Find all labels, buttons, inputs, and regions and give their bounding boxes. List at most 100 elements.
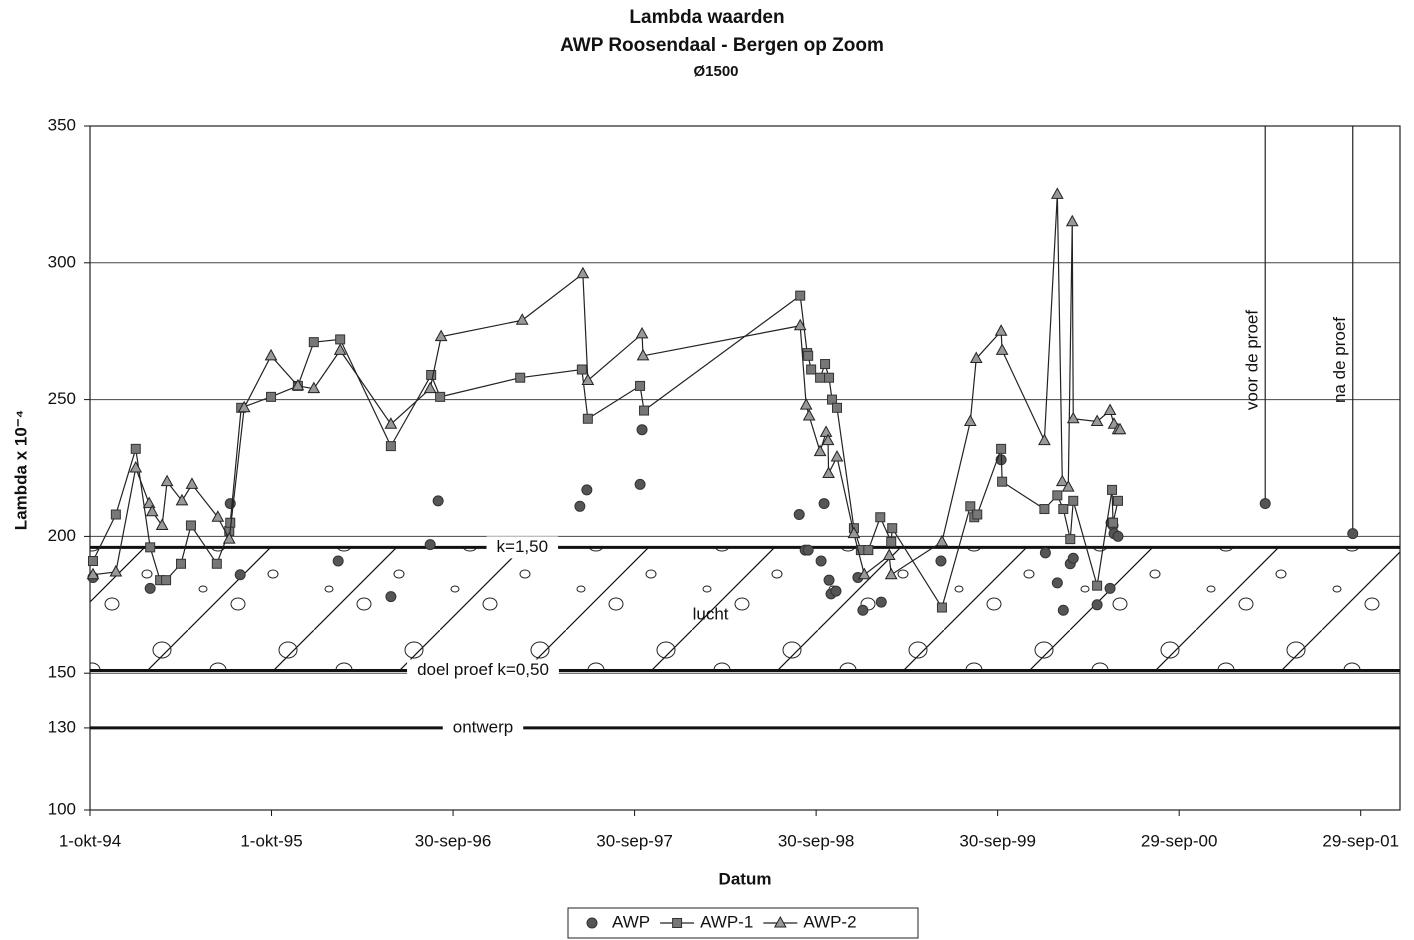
- data-point: [820, 359, 831, 370]
- data-point: [858, 567, 871, 580]
- data-point: [264, 348, 278, 361]
- data-point: [576, 364, 587, 375]
- data-point: [266, 391, 277, 402]
- data-point: [994, 324, 1008, 336]
- y-tick-label: 130: [48, 717, 76, 736]
- data-point: [972, 509, 983, 520]
- y-tick-label: 350: [48, 115, 76, 134]
- data-point: [819, 425, 833, 437]
- data-point: [995, 343, 1009, 355]
- chart-subtitle: AWP Roosendaal - Bergen op Zoom: [560, 35, 884, 56]
- data-point: [1055, 474, 1069, 487]
- data-point: [291, 378, 305, 391]
- data-point: [635, 326, 649, 339]
- data-point: [886, 536, 897, 547]
- data-point: [332, 555, 344, 567]
- y-tick-label: 250: [48, 389, 76, 408]
- data-point: [434, 329, 448, 342]
- data-point: [234, 569, 246, 581]
- data-point: [1108, 517, 1119, 528]
- reference-label: ontwerp: [453, 717, 513, 736]
- data-point: [432, 495, 444, 507]
- legend-marker: [773, 915, 787, 928]
- data-point: [636, 348, 650, 361]
- data-point: [857, 604, 869, 616]
- label-bg: [442, 716, 524, 739]
- data-point: [997, 476, 1008, 487]
- data-point: [1259, 498, 1271, 510]
- legend-marker: [672, 918, 683, 928]
- legend-marker: [586, 917, 598, 929]
- y-tick-label: 300: [48, 252, 76, 271]
- data-point: [823, 574, 835, 586]
- data-point: [793, 509, 805, 521]
- data-point: [875, 596, 887, 608]
- data-point: [996, 443, 1007, 454]
- x-tick-label: 1-okt-94: [59, 831, 121, 850]
- chart-subtitle: Ø1500: [693, 63, 738, 80]
- data-point: [795, 290, 806, 301]
- data-point: [515, 372, 526, 383]
- reference-label: doel proef k=0,50: [417, 660, 549, 679]
- data-point: [155, 518, 169, 530]
- data-point: [211, 558, 222, 569]
- data-point: [1090, 414, 1104, 426]
- label-bg: [407, 659, 559, 682]
- data-point: [86, 567, 100, 580]
- data-point: [824, 372, 835, 383]
- data-point: [581, 373, 595, 385]
- data-point: [237, 400, 251, 413]
- legend-label: AWP-2: [803, 912, 856, 931]
- reference-label: k=1,50: [497, 537, 549, 556]
- data-point: [1038, 433, 1051, 446]
- data-point: [423, 381, 437, 394]
- data-point: [1065, 214, 1079, 227]
- data-point: [1068, 495, 1079, 506]
- data-point: [109, 564, 123, 577]
- data-point: [963, 414, 977, 426]
- label-bg: [486, 536, 559, 559]
- data-point: [1065, 534, 1076, 545]
- chart-title: Lambda waarden: [629, 7, 784, 28]
- data-point: [211, 510, 225, 522]
- data-point: [582, 413, 593, 424]
- x-tick-label: 30-sep-96: [415, 831, 492, 850]
- data-point: [802, 408, 816, 421]
- data-point: [176, 558, 187, 569]
- data-point: [1057, 604, 1069, 616]
- data-point: [515, 313, 529, 325]
- data-point: [142, 496, 156, 509]
- data-point: [1092, 580, 1103, 591]
- x-tick-label: 30-sep-99: [959, 831, 1036, 850]
- x-axis-title: Datum: [719, 869, 772, 888]
- vertical-label: voor de proef: [1243, 310, 1262, 410]
- data-point: [426, 369, 437, 380]
- x-tick-label: 1-okt-95: [240, 831, 302, 850]
- data-point: [815, 372, 826, 383]
- data-point: [822, 466, 835, 478]
- data-point: [830, 450, 844, 462]
- data-point: [1061, 480, 1075, 492]
- data-point: [1104, 582, 1116, 594]
- data-point: [1112, 530, 1124, 542]
- data-point: [965, 501, 976, 512]
- data-point: [161, 575, 172, 586]
- data-point: [818, 498, 830, 510]
- data-point: [882, 548, 896, 561]
- data-point: [1091, 599, 1103, 611]
- data-point: [574, 500, 586, 512]
- data-point: [793, 318, 807, 331]
- data-point: [935, 534, 949, 547]
- data-point: [1066, 411, 1080, 424]
- data-point: [863, 545, 874, 556]
- data-point: [175, 493, 189, 506]
- data-point: [384, 417, 398, 429]
- data-point: [222, 532, 236, 544]
- data-point: [307, 381, 321, 394]
- data-point: [639, 405, 650, 416]
- data-point: [799, 398, 813, 410]
- data-point: [1039, 504, 1050, 515]
- data-point: [1113, 495, 1124, 506]
- data-point: [936, 602, 947, 613]
